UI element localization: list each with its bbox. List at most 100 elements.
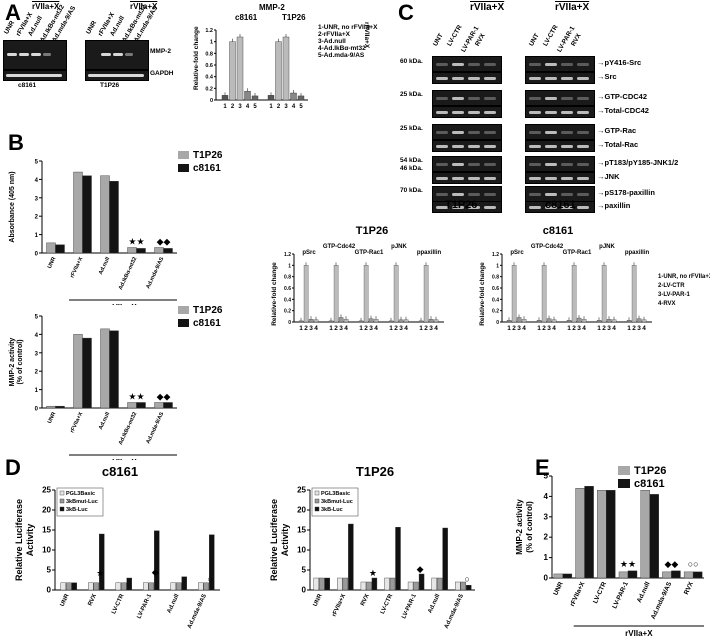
y-axis-label: MMP-2 activity bbox=[9, 338, 16, 387]
panel-label-c: C bbox=[398, 0, 414, 25]
bar bbox=[442, 527, 448, 591]
y-tick-label: 1 bbox=[496, 263, 499, 269]
bar bbox=[163, 402, 173, 409]
x-tick-label: 3 bbox=[238, 104, 242, 110]
bar bbox=[348, 523, 354, 591]
legend-label: 3kBmut-Luc bbox=[321, 499, 353, 505]
bar bbox=[154, 402, 164, 409]
bar bbox=[136, 402, 146, 409]
category-label: ppaxillin bbox=[417, 250, 442, 256]
bar bbox=[546, 318, 552, 323]
y-tick-label: 0 bbox=[496, 320, 499, 326]
y-tick-label: 0.8 bbox=[205, 51, 213, 57]
category-label: Ad.IkBα-mt32 bbox=[118, 256, 138, 291]
bar bbox=[553, 573, 564, 579]
bar bbox=[536, 320, 542, 323]
bar bbox=[148, 582, 154, 591]
y-tick-label: 3 bbox=[35, 196, 39, 202]
mw-marker: 70 kDa. bbox=[400, 187, 423, 194]
blot-strip bbox=[525, 140, 595, 152]
blot-label: →pY416-Src bbox=[597, 58, 642, 67]
bar bbox=[418, 573, 425, 591]
key-item: 4-Ad.IkBα-mt32 bbox=[318, 45, 366, 52]
y-tick-label: 5 bbox=[302, 566, 307, 575]
bar bbox=[418, 320, 424, 323]
x-tick-label: 1 bbox=[223, 104, 227, 110]
legend-swatch bbox=[178, 164, 189, 172]
x-tick-label: 4 bbox=[292, 104, 296, 110]
x-tick-label: 2 bbox=[542, 325, 546, 332]
x-tick-label: 2 bbox=[572, 325, 576, 332]
category-label: UNR bbox=[60, 593, 71, 608]
bar bbox=[127, 247, 137, 254]
legend-label: T1P26 bbox=[193, 305, 223, 316]
legend-label: c8161 bbox=[193, 318, 221, 329]
legend-label: 3kB-Luc bbox=[66, 507, 88, 513]
bar bbox=[198, 582, 204, 591]
blot-strip bbox=[432, 90, 502, 106]
bar bbox=[516, 317, 522, 323]
mw-marker: 60 kDa. bbox=[400, 58, 423, 65]
gel-gapdh-t1p26 bbox=[85, 70, 149, 81]
y-tick-label: 1 bbox=[35, 388, 39, 394]
y-tick-label: 5 bbox=[35, 160, 39, 166]
bar bbox=[303, 265, 309, 323]
y-tick-label: 0.8 bbox=[492, 275, 499, 281]
legend-label: 3kBmut-Luc bbox=[66, 499, 98, 505]
x-tick-label: 3 bbox=[429, 325, 433, 332]
y-tick-label: 5 bbox=[35, 315, 39, 321]
key-item: 2-LV-CTR bbox=[658, 283, 685, 289]
y-tick-label: 0.6 bbox=[284, 286, 291, 292]
category-label: rFVIIa+X bbox=[70, 256, 85, 279]
legend-label: PGL3Basic bbox=[321, 491, 350, 497]
bar bbox=[203, 582, 209, 591]
x-tick-label: 1 bbox=[627, 325, 631, 332]
significance-marker: ○ bbox=[208, 574, 213, 584]
significance-marker: ◆◆ bbox=[157, 236, 171, 246]
chart-c-c8161: c8161 0 0.2 0.4 0.6 0.8 1 1.2 Relative-fold chan… bbox=[479, 225, 710, 332]
band-label-mmp2: MMP-2 bbox=[150, 48, 171, 55]
y-tick-label: 0.6 bbox=[492, 286, 499, 292]
bar bbox=[319, 577, 325, 591]
category-label: RVX bbox=[360, 593, 371, 607]
bar bbox=[584, 486, 594, 579]
significance-marker: ★★ bbox=[620, 559, 636, 569]
category-label: UNR bbox=[47, 256, 57, 269]
y-tick-label: 2 bbox=[35, 215, 39, 221]
significance-marker: ◆ bbox=[417, 564, 424, 574]
western-blots: →pY416-Src 60 kDa. →Src →GTP-CDC42 25 kDa. →T… bbox=[0, 0, 713, 215]
category-label: Ad.null bbox=[98, 256, 112, 276]
x-tick-label: 2 bbox=[394, 325, 398, 332]
chart-c-t1p26: T1P26 0 0.2 0.4 0.6 0.8 1 1.2 Relative-fold chan… bbox=[271, 225, 444, 332]
group-label: T1P26 bbox=[282, 13, 306, 22]
blot-strip bbox=[525, 72, 595, 84]
bar bbox=[333, 265, 339, 323]
x-tick-label: 3 bbox=[607, 325, 611, 332]
y-tick-label: 0 bbox=[288, 320, 291, 326]
x-tick-label: 3 bbox=[309, 325, 313, 332]
category-label: Ad.mda-9/AS bbox=[145, 256, 165, 290]
category-label: Ad.null bbox=[636, 581, 652, 604]
legend-label: PGL3Basic bbox=[66, 491, 95, 497]
x-tick-label: 4 bbox=[552, 325, 556, 332]
category-label: RVX bbox=[87, 593, 98, 607]
x-tick-label: 1 bbox=[597, 325, 601, 332]
bar bbox=[413, 581, 419, 591]
category-label: Ad.null bbox=[98, 411, 112, 431]
blot-label: →GTP-Rac bbox=[597, 126, 637, 135]
bar bbox=[82, 337, 92, 409]
bar bbox=[143, 582, 149, 591]
chart-d-c8161: c8161 0 5 10 15 20 25 UNR RVX LV-CTR LV-PAR-1 Ad.nu… bbox=[14, 464, 220, 630]
legend-label: T1P26 bbox=[193, 150, 223, 161]
y-tick-label: 25 bbox=[297, 486, 306, 495]
blot-strip bbox=[525, 201, 595, 213]
significance-marker: ★ bbox=[96, 568, 104, 578]
group-label: c8161 bbox=[235, 13, 258, 22]
chart-title: T1P26 bbox=[356, 464, 394, 479]
bar bbox=[597, 490, 607, 579]
bar bbox=[71, 582, 77, 591]
y-tick-label: 0.2 bbox=[205, 86, 213, 92]
x-tick-label: 3 bbox=[369, 325, 373, 332]
bar bbox=[93, 582, 99, 591]
x-tick-label: 1 bbox=[269, 104, 273, 110]
